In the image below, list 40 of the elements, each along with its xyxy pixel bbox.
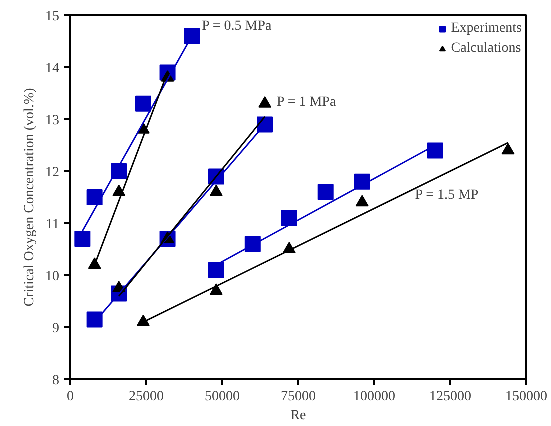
y-tick-label: 9 [52, 322, 60, 336]
x-tick-label: 150000 [506, 390, 548, 404]
point [88, 258, 102, 270]
legend-label: Experiments [451, 21, 522, 37]
x-tick-label: 25000 [129, 390, 164, 404]
point [135, 96, 152, 112]
point [210, 284, 223, 296]
point [86, 190, 103, 206]
annotation: P = 1 MPa [277, 95, 337, 110]
x-axis-title: Re [290, 408, 306, 424]
y-tick-label: 15 [46, 10, 60, 24]
x-tick-label: 75000 [281, 390, 316, 404]
point [208, 262, 224, 278]
y-tick-label: 10 [46, 270, 60, 284]
point [184, 28, 200, 44]
x-tick-label: 125000 [430, 390, 472, 404]
point [318, 184, 334, 200]
point [244, 236, 261, 252]
x-tick-label: 100000 [354, 390, 396, 404]
x-tick-label: 0 [67, 390, 74, 404]
point [74, 231, 91, 248]
point [427, 142, 444, 159]
y-tick-label: 8 [52, 374, 60, 388]
y-tick-label: 13 [46, 114, 60, 128]
legend-label: Calculations [451, 41, 522, 57]
point [210, 184, 223, 196]
point [502, 143, 515, 155]
y-tick-label: 14 [46, 62, 60, 76]
point [136, 314, 150, 326]
y-tick-label: 12 [46, 166, 60, 180]
point [86, 312, 103, 328]
point [281, 210, 298, 226]
x-tick-label: 50000 [205, 390, 240, 404]
annotation: P = 0.5 MPa [202, 18, 272, 34]
point [112, 184, 126, 196]
point [111, 164, 128, 180]
point [356, 195, 369, 207]
y-axis-title: Critical Oxygen Concentration (vol.%) [22, 88, 38, 307]
annotation: P = 1.5 MP [415, 188, 479, 203]
y-tick-label: 11 [46, 218, 60, 232]
